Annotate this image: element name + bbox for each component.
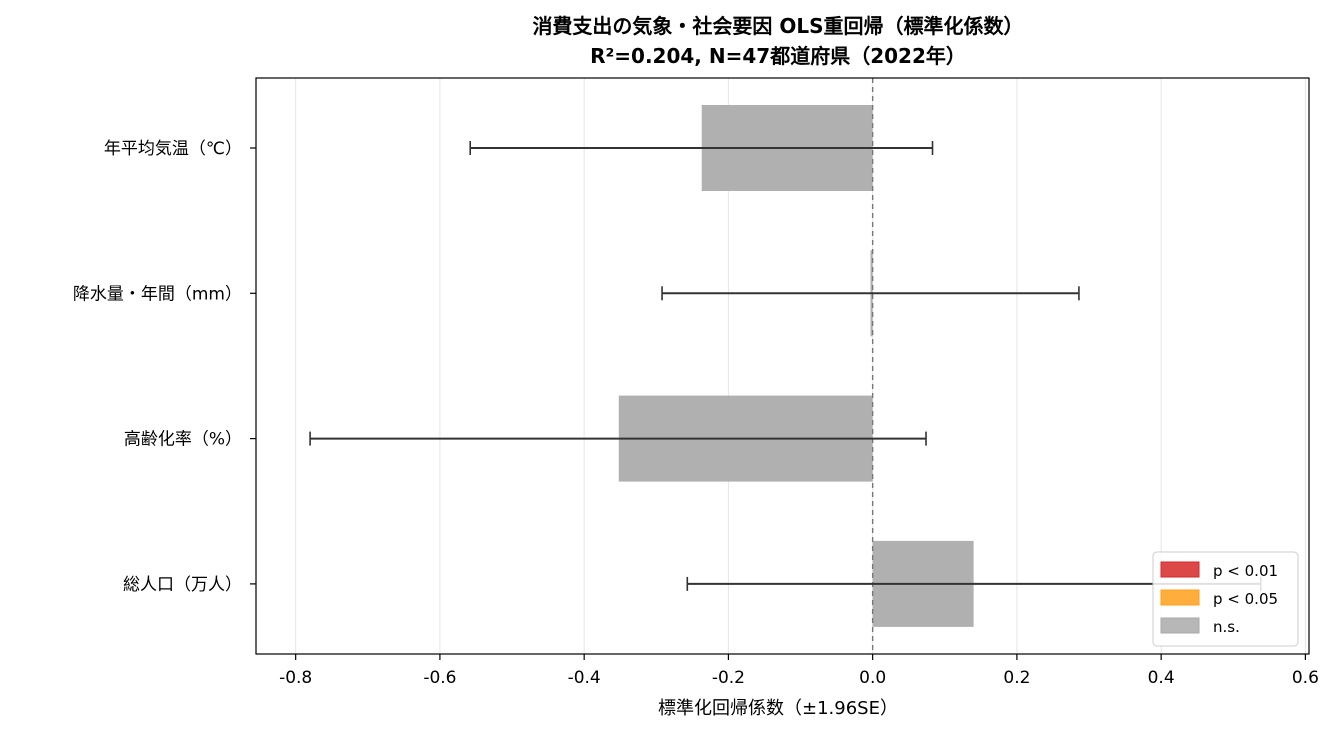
chart-legend: p < 0.01 p < 0.05 n.s.: [1152, 551, 1299, 647]
x-tick-label: -0.4: [568, 668, 601, 688]
x-tick-label: 0.2: [1003, 668, 1030, 688]
legend-label: p < 0.01: [1213, 562, 1278, 580]
x-tick-label: -0.2: [712, 668, 745, 688]
x-axis-ticks: -0.8 -0.6 -0.4 -0.2 0.0 0.2 0.4 0.6: [279, 654, 1319, 688]
chart-title-line1: 消費支出の気象・社会要因 OLS重回帰（標準化係数）: [532, 14, 1023, 38]
y-axis-ticks: 年平均気温（℃） 降水量・年間（mm） 高齢化率（%） 総人口（万人）: [73, 139, 256, 595]
y-tick-label: 年平均気温（℃）: [104, 139, 242, 159]
chart-title-line2: R²=0.204, N=47都道府県（2022年）: [590, 44, 966, 68]
y-tick-label: 総人口（万人）: [123, 575, 242, 595]
x-tick-label: -0.6: [423, 668, 456, 688]
bars: [618, 105, 974, 627]
x-tick-label: 0.4: [1148, 668, 1175, 688]
legend-swatch: [1160, 589, 1200, 606]
y-tick-label: 高齢化率（%）: [124, 430, 242, 450]
x-axis-label: 標準化回帰係数（±1.96SE）: [658, 698, 898, 719]
legend-label: p < 0.05: [1213, 590, 1278, 608]
x-tick-label: -0.8: [279, 668, 312, 688]
legend-swatch: [1160, 561, 1200, 578]
legend-label: n.s.: [1213, 618, 1240, 636]
plot-area-frame: [255, 77, 1310, 655]
legend-swatch: [1160, 617, 1200, 634]
error-bars: [309, 141, 1262, 591]
y-tick-label: 降水量・年間（mm）: [73, 284, 242, 304]
x-tick-label: 0.0: [859, 668, 886, 688]
x-tick-label: 0.6: [1292, 668, 1319, 688]
